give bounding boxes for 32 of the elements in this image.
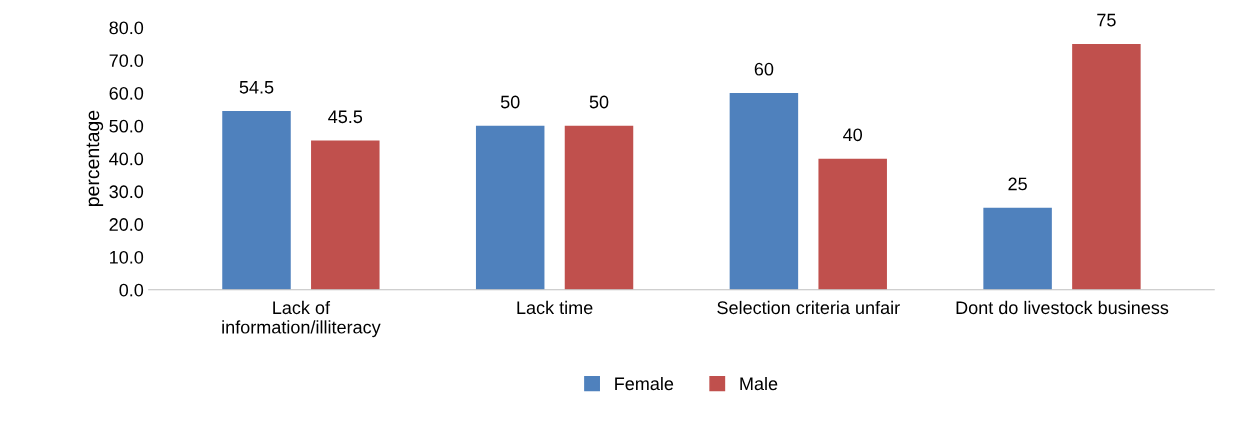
legend-label: Female — [615, 376, 674, 391]
y-axis-title: percentage — [86, 110, 104, 207]
y-tick-label: 70.0 — [109, 54, 144, 67]
bar — [729, 93, 799, 290]
data-label: 40 — [843, 128, 863, 142]
bar — [564, 125, 634, 290]
legend-label: Male — [740, 376, 778, 391]
bar — [1072, 43, 1141, 290]
y-tick-label: 30.0 — [109, 185, 144, 199]
x-tick-label: Selection criteria unfair — [717, 300, 900, 315]
data-label: 25 — [1008, 177, 1027, 191]
y-tick-label: 0.0 — [119, 283, 144, 297]
bar — [475, 125, 545, 290]
data-label: 45.5 — [328, 110, 363, 124]
data-label: 50 — [589, 95, 609, 109]
bar — [311, 140, 380, 290]
x-tick-label: Lack of information/illiteracy — [222, 300, 381, 338]
x-tick-label: Dont do livestock business — [956, 300, 1169, 315]
data-label: 54.5 — [239, 81, 274, 94]
bar — [818, 158, 887, 290]
x-tick-label: Lack time — [517, 300, 593, 315]
bar — [222, 111, 291, 290]
data-label: 75 — [1097, 13, 1116, 27]
y-tick-label: 40.0 — [109, 152, 144, 166]
y-tick-label: 50.0 — [109, 119, 144, 133]
y-tick-label: 20.0 — [109, 218, 144, 231]
y-tick-label: 60.0 — [109, 86, 144, 100]
data-label: 60 — [754, 62, 774, 76]
y-tick-label: 80.0 — [109, 21, 144, 35]
data-label: 50 — [500, 95, 520, 109]
y-tick-label: 10.0 — [110, 250, 144, 264]
bar — [983, 207, 1052, 290]
